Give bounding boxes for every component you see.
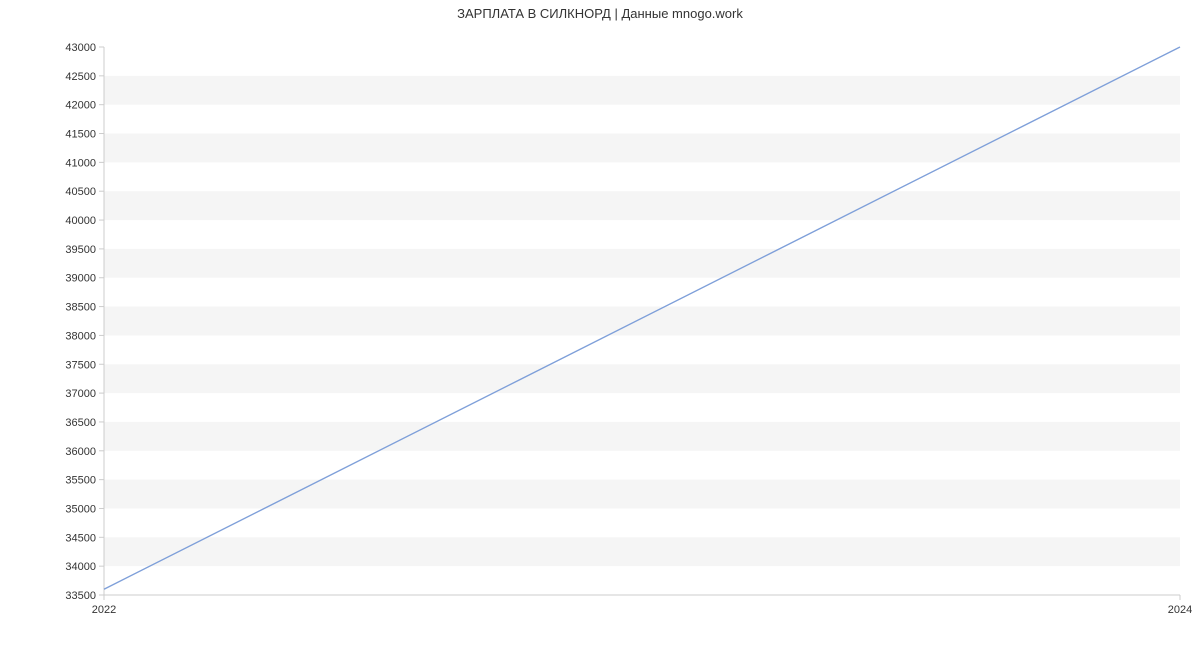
x-tick-label: 2022 (92, 604, 116, 616)
y-tick-label: 34500 (65, 532, 96, 544)
y-tick-label: 43000 (65, 42, 96, 54)
y-tick-label: 39500 (65, 244, 96, 256)
y-tick-label: 34000 (65, 561, 96, 573)
salary-line-chart: ЗАРПЛАТА В СИЛКНОРД | Данные mnogo.work … (0, 0, 1200, 650)
y-tick-label: 33500 (65, 590, 96, 602)
chart-svg: 33500 34000 34500 35000 35500 36000 36500 37000… (0, 0, 1200, 650)
y-tick-label: 41000 (65, 157, 96, 169)
y-tick-label: 38000 (65, 330, 96, 342)
y-tick-label: 38500 (65, 302, 96, 314)
y-tick-label: 39000 (65, 273, 96, 285)
y-tick-label: 42500 (65, 71, 96, 83)
y-tick-label: 40000 (65, 215, 96, 227)
chart-title: ЗАРПЛАТА В СИЛКНОРД | Данные mnogo.work (0, 6, 1200, 21)
y-tick-label: 37500 (65, 359, 96, 371)
y-tick-label: 35000 (65, 503, 96, 515)
y-tick-label: 35500 (65, 475, 96, 487)
y-tick-label: 40500 (65, 186, 96, 198)
y-tick-label: 36500 (65, 417, 96, 429)
y-tick-label: 42000 (65, 100, 96, 112)
x-tick-label: 2024 (1168, 604, 1192, 616)
y-tick-label: 36000 (65, 446, 96, 458)
y-tick-label: 41500 (65, 129, 96, 141)
y-tick-label: 37000 (65, 388, 96, 400)
